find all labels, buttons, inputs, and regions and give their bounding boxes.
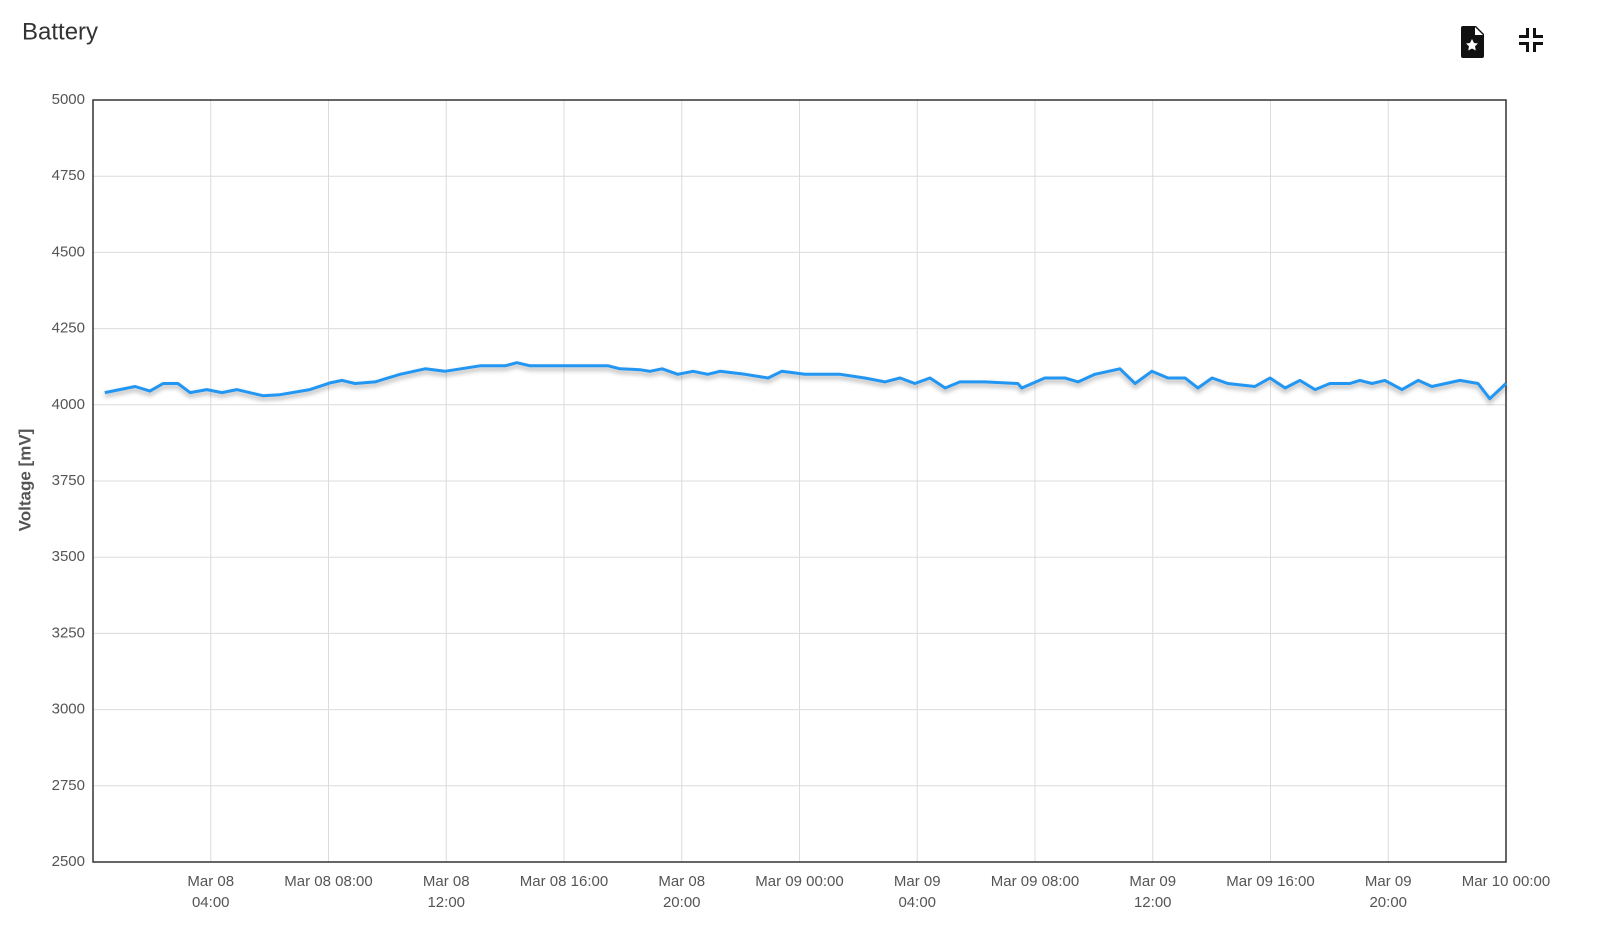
y-tick-label: 5000 xyxy=(52,91,85,108)
x-tick-label: Mar 08 04:00 xyxy=(187,873,234,911)
x-tick-label: Mar 09 04:00 xyxy=(894,873,941,911)
y-tick-label: 3500 xyxy=(52,548,85,565)
x-tick-label-line: 12:00 xyxy=(427,894,465,911)
y-tick-label: 2750 xyxy=(52,777,85,794)
x-tick-label-line: Mar 08 xyxy=(187,873,234,890)
y-axis-label: Voltage [mV] xyxy=(15,429,34,532)
line xyxy=(104,361,1508,401)
chart-title: Battery xyxy=(22,18,98,45)
x-tick-label: Mar 08 12:00 xyxy=(423,873,470,911)
y-tick-label: 3000 xyxy=(52,701,85,718)
export-button[interactable] xyxy=(1461,26,1484,58)
x-tick-label-line: Mar 09 xyxy=(1129,873,1176,890)
x-tick-label-line: 20:00 xyxy=(663,894,701,911)
x-tick-label: Mar 09 12:00 xyxy=(1129,873,1176,911)
x-tick-label-line: 04:00 xyxy=(898,894,936,911)
plot-border xyxy=(92,99,1507,863)
x-tick-label: Mar 09 20:00 xyxy=(1365,873,1412,911)
y-tick-label: 3750 xyxy=(52,472,85,489)
fullscreen-exit-button[interactable] xyxy=(1519,28,1543,52)
y-tick-label: 3250 xyxy=(52,624,85,641)
x-tick-label-line: 04:00 xyxy=(192,894,230,911)
x-tick-label-line: Mar 08 xyxy=(423,873,470,890)
x-tick-label: Mar 08 16:00 xyxy=(520,873,608,890)
x-tick-label: Mar 09 08:00 xyxy=(991,873,1079,890)
x-tick-label: Mar 08 20:00 xyxy=(658,873,705,911)
x-tick-label-line: Mar 08 xyxy=(658,873,705,890)
x-tick-label: Mar 08 08:00 xyxy=(284,873,372,890)
line-shadow xyxy=(104,363,1508,405)
x-tick-label-line: Mar 09 xyxy=(894,873,941,890)
y-tick-label: 4000 xyxy=(52,396,85,413)
x-tick-label-line: 20:00 xyxy=(1369,894,1407,911)
x-tick-label: Mar 10 00:00 xyxy=(1462,873,1550,890)
y-tick-label: 4250 xyxy=(52,320,85,337)
x-tick-label: Mar 09 16:00 xyxy=(1226,873,1314,890)
x-tick-label-line: Mar 09 xyxy=(1365,873,1412,890)
x-tick-label-line: 12:00 xyxy=(1134,894,1172,911)
y-tick-label: 4500 xyxy=(52,243,85,260)
y-tick-label: 2500 xyxy=(52,853,85,870)
y-tick-label: 4750 xyxy=(52,167,85,184)
x-tick-label: Mar 09 00:00 xyxy=(755,873,843,890)
